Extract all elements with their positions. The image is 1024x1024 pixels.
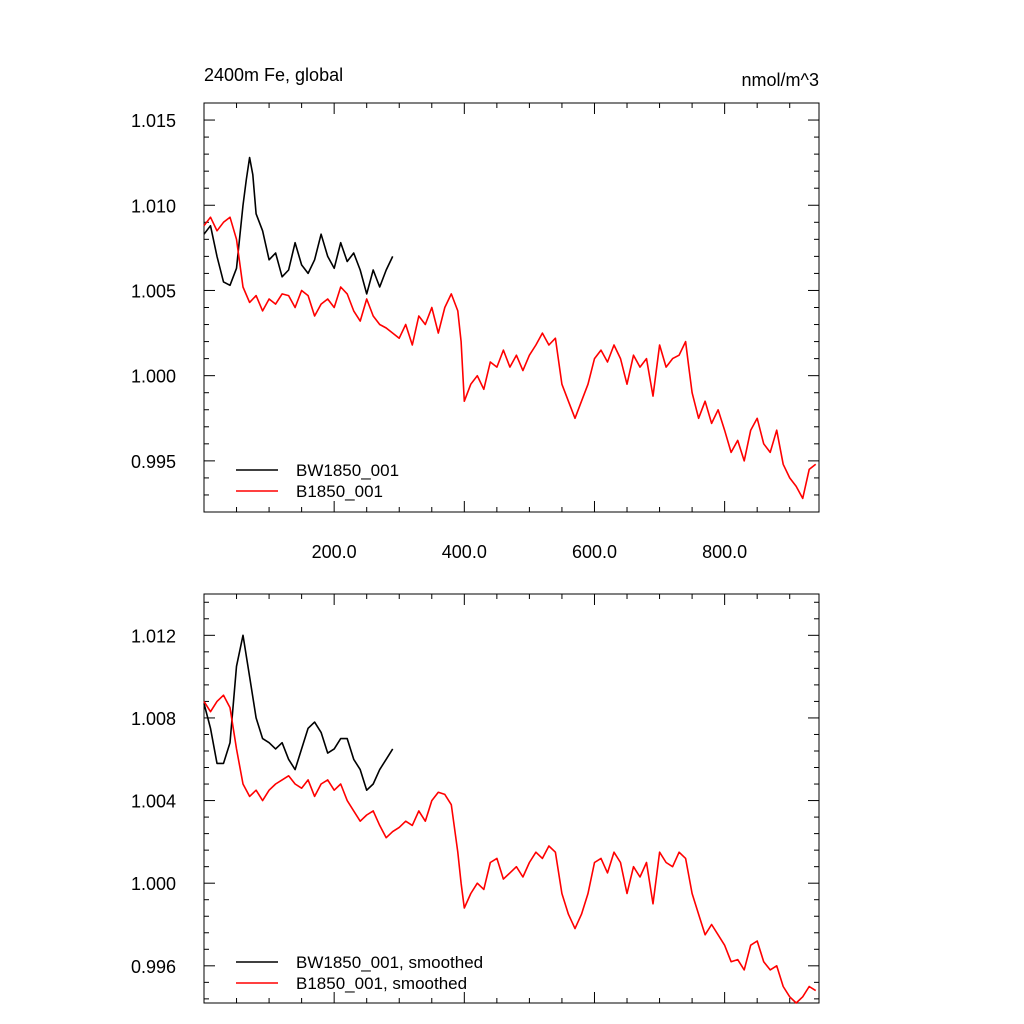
top-series [203, 156, 817, 500]
top-ticks: 200.0 400.0 600.0 800.0 0.995 1.000 1.005 1.010… [131, 102, 819, 562]
top-series-line-bw1850-001 [203, 156, 394, 295]
top-panel-units: nmol/m^3 [742, 70, 819, 90]
top-legend: BW1850_001 B1850_001 [236, 461, 399, 501]
x-tick-label: 400.0 [442, 542, 487, 562]
y-tick-label: 1.008 [131, 709, 176, 729]
top-legend-label-bw1850: BW1850_001 [296, 461, 399, 480]
top-series-line-b1850-001 [203, 216, 817, 500]
bottom-plot-frame [203, 593, 820, 1004]
y-tick-label: 1.012 [131, 626, 176, 646]
top-panel: 2400m Fe, global nmol/m^3 200.0 400.0 600.… [131, 65, 820, 562]
y-tick-label: 1.004 [131, 792, 176, 812]
bottom-series-line-b1850-001-smoothed [203, 694, 817, 1004]
y-tick-label: 1.000 [131, 874, 176, 894]
top-legend-label-b1850: B1850_001 [296, 482, 383, 501]
y-tick-label: 1.000 [131, 367, 176, 387]
x-tick-label: 800.0 [702, 542, 747, 562]
bottom-legend-label-b1850: B1850_001, smoothed [296, 974, 467, 993]
bottom-ticks: 0.996 1.000 1.004 1.008 1.012 [131, 594, 819, 1003]
y-tick-label: 1.005 [131, 281, 176, 301]
y-tick-label: 0.995 [131, 452, 176, 472]
bottom-series [203, 634, 817, 1004]
top-plot-frame [203, 102, 820, 513]
y-tick-label: 1.010 [131, 196, 176, 216]
top-panel-title: 2400m Fe, global [204, 65, 343, 85]
y-tick-label: 0.996 [131, 957, 176, 977]
y-tick-label: 1.015 [131, 111, 176, 131]
bottom-legend: BW1850_001, smoothed B1850_001, smoothed [236, 953, 483, 993]
bottom-series-line-bw1850-001-smoothed [203, 634, 394, 792]
x-tick-label: 600.0 [572, 542, 617, 562]
bottom-panel: 0.996 1.000 1.004 1.008 1.012 BW1850_001, sm… [131, 593, 820, 1004]
x-tick-label: 200.0 [312, 542, 357, 562]
bottom-legend-label-bw1850: BW1850_001, smoothed [296, 953, 483, 972]
